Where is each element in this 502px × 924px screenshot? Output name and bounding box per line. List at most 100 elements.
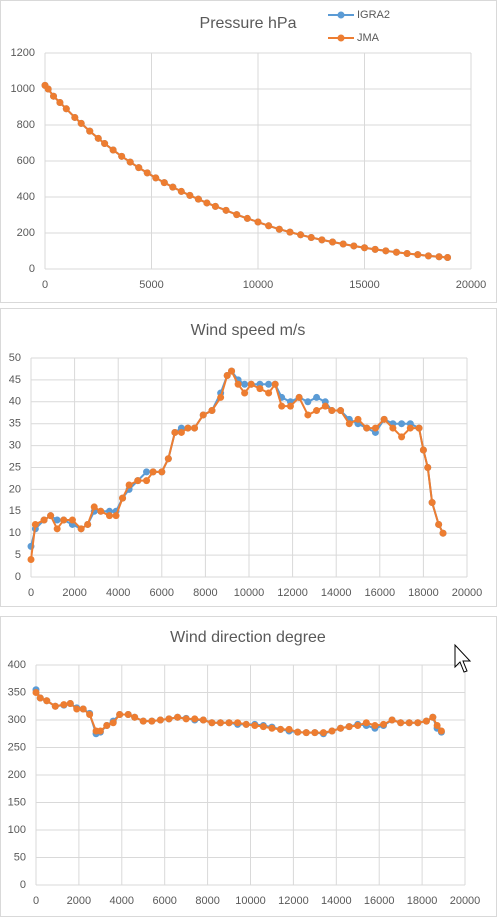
data-point [156, 716, 164, 724]
chart-title: Wind speed m/s [191, 322, 306, 339]
x-tick-label: 14000 [321, 587, 352, 599]
y-tick-label: 1200 [11, 47, 35, 59]
data-point [194, 195, 202, 203]
data-point [77, 525, 85, 533]
data-point [304, 398, 312, 406]
data-point [414, 251, 422, 259]
data-point [203, 199, 211, 207]
data-point [191, 715, 199, 723]
chart-frame [0, 0, 497, 303]
data-point [307, 234, 315, 241]
data-point [362, 719, 370, 727]
data-point [208, 407, 216, 415]
y-tick-label: 50 [9, 352, 21, 364]
data-point [311, 729, 319, 737]
data-point [56, 99, 64, 106]
legend-label: JMA [357, 32, 380, 44]
data-point [354, 722, 362, 729]
data-point [419, 446, 427, 454]
y-tick-label: 10 [9, 527, 21, 539]
data-point [71, 113, 79, 121]
data-point [186, 191, 194, 199]
data-point [435, 253, 443, 261]
data-point [62, 105, 70, 113]
data-point [31, 520, 39, 528]
x-tick-label: 20000 [452, 587, 483, 599]
data-point [112, 512, 120, 520]
data-point [304, 411, 312, 419]
y-tick-label: 25 [9, 461, 21, 473]
data-point [217, 393, 225, 401]
data-point [208, 719, 216, 727]
legend-marker [337, 11, 345, 19]
data-point [148, 717, 156, 725]
data-point [222, 206, 230, 214]
data-point [444, 253, 452, 261]
x-tick-label: 20000 [456, 279, 487, 291]
data-point [345, 723, 353, 731]
x-tick-label: 5000 [139, 279, 163, 291]
data-point [124, 711, 132, 718]
data-point [242, 720, 250, 728]
data-point [414, 719, 422, 727]
data-point [101, 140, 109, 148]
y-tick-label: 350 [8, 686, 26, 698]
data-point [73, 705, 81, 713]
data-point [234, 380, 242, 388]
data-point [94, 134, 102, 142]
data-point [435, 520, 443, 528]
data-point [27, 555, 35, 563]
data-point [433, 722, 441, 729]
data-point [51, 702, 59, 710]
chart-title: Wind direction degree [170, 629, 326, 646]
data-point [380, 415, 388, 423]
y-tick-label: 45 [9, 374, 21, 386]
data-point [84, 520, 92, 528]
data-point [302, 729, 310, 737]
data-point [398, 433, 406, 441]
data-point [328, 727, 336, 735]
data-point [79, 705, 87, 713]
data-point [199, 716, 207, 724]
data-point [143, 468, 151, 476]
data-point [424, 464, 432, 471]
data-point [109, 146, 117, 154]
data-point [297, 231, 305, 239]
data-point [354, 415, 362, 423]
data-point [363, 424, 371, 432]
y-tick-label: 20 [9, 483, 21, 495]
data-point [398, 420, 406, 428]
data-point [143, 169, 151, 177]
y-tick-label: 0 [15, 571, 21, 583]
data-point [152, 174, 160, 182]
data-point [429, 713, 437, 721]
data-point [318, 236, 326, 244]
data-point [321, 402, 329, 410]
y-tick-label: 50 [14, 851, 26, 863]
data-point [174, 713, 182, 721]
data-point [234, 719, 242, 727]
data-point [275, 225, 283, 233]
data-point [211, 202, 219, 210]
data-point [397, 719, 405, 727]
data-point [134, 477, 142, 485]
data-point [40, 516, 48, 524]
x-tick-label: 12000 [277, 587, 308, 599]
data-point [44, 85, 52, 93]
data-point [158, 468, 166, 476]
legend-marker [337, 34, 345, 42]
y-tick-label: 0 [29, 263, 35, 275]
data-point [265, 389, 273, 397]
data-point [50, 92, 58, 100]
data-point [182, 715, 190, 723]
data-point [265, 380, 273, 388]
data-point [382, 247, 390, 255]
x-tick-label: 0 [33, 895, 39, 907]
x-tick-label: 18000 [407, 895, 438, 907]
data-point [285, 725, 293, 733]
x-tick-label: 4000 [110, 895, 134, 907]
data-point [165, 715, 173, 723]
x-tick-label: 8000 [195, 895, 219, 907]
data-point [439, 529, 447, 537]
data-point [177, 187, 185, 195]
